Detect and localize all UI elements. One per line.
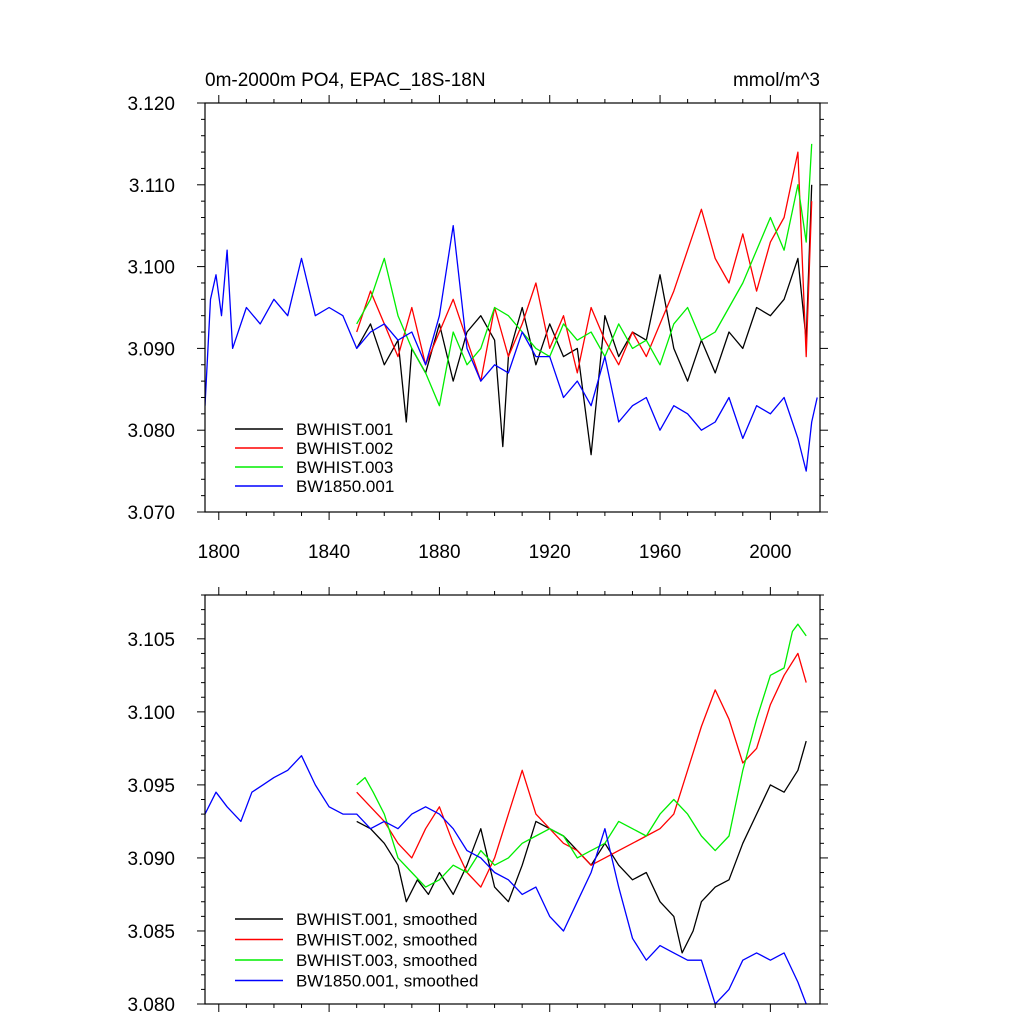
- legend-item: BWHIST.003, smoothed: [235, 951, 477, 970]
- series-line-bwhist-002: [356, 151, 813, 382]
- plot-frame: [204, 102, 821, 513]
- legend-label: BWHIST.002: [296, 439, 393, 458]
- legend-item: BW1850.001, smoothed: [235, 972, 478, 991]
- legend-label: BW1850.001: [296, 477, 394, 496]
- legend-label: BW1850.001, smoothed: [296, 972, 478, 991]
- y-tick-label: 3.080: [127, 995, 175, 1016]
- series-group: [205, 143, 818, 472]
- x-tick-label: 1800: [198, 542, 240, 563]
- x-tick-label: 1960: [639, 542, 681, 563]
- series-line-bwhist-003: [356, 623, 807, 888]
- x-tick-label: 1920: [529, 542, 571, 563]
- x-tick-label: 1840: [308, 542, 350, 563]
- y-tick-label: 3.085: [127, 922, 175, 943]
- legend-item: BWHIST.002: [235, 439, 393, 458]
- legend-label: BWHIST.002, smoothed: [296, 931, 477, 950]
- bottom-plot-area: 3.080 3.085 3.090 3.095 3.100 3.105: [127, 587, 828, 1016]
- series-group: [205, 623, 807, 1004]
- bottom-legend: BWHIST.001, smoothed BWHIST.002, smoothed…: [235, 910, 478, 991]
- legend-label: BWHIST.003, smoothed: [296, 951, 477, 970]
- y-tick-label: 3.100: [127, 258, 175, 279]
- legend-label: BWHIST.001: [296, 420, 393, 439]
- series-line-bwhist-003: [356, 143, 813, 407]
- series-line-bw1850-001: [205, 755, 807, 1004]
- y-tick-label: 3.090: [127, 849, 175, 870]
- chart-title: 0m-2000m PO4, EPAC_18S-18N: [205, 70, 486, 91]
- top-plot-area: 1800 1840 1880 1920 1960 2000 3.070 3.080 3.090 3…: [127, 94, 828, 563]
- y-tick-label: 3.105: [127, 630, 175, 651]
- y-tick-label: 3.095: [127, 776, 175, 797]
- axis-ticks: 1800 1840 1880 1920 1960 2000 3.070 3.080 3.090 3…: [127, 94, 828, 563]
- legend-label: BWHIST.001, smoothed: [296, 910, 477, 929]
- y-tick-label: 3.120: [127, 94, 175, 115]
- x-tick-label: 2000: [749, 542, 791, 563]
- y-tick-label: 3.070: [127, 503, 175, 524]
- units-label: mmol/m^3: [733, 70, 820, 91]
- top-panel: 0m-2000m PO4, EPAC_18S-18N mmol/m^3 1800…: [127, 70, 828, 563]
- x-tick-label: 1880: [418, 542, 460, 563]
- axis-ticks: 3.080 3.085 3.090 3.095 3.100 3.105: [127, 587, 828, 1016]
- legend-item: BWHIST.001, smoothed: [235, 910, 477, 929]
- legend-item: BW1850.001: [235, 477, 394, 496]
- series-line-bw1850-001: [205, 225, 818, 472]
- y-tick-label: 3.100: [127, 703, 175, 724]
- y-tick-label: 3.110: [129, 176, 175, 197]
- legend-label: BWHIST.003: [296, 458, 393, 477]
- legend-item: BWHIST.002, smoothed: [235, 931, 477, 950]
- y-tick-label: 3.090: [127, 339, 175, 360]
- y-tick-label: 3.080: [127, 421, 175, 442]
- series-line-bwhist-001: [356, 184, 813, 456]
- legend-item: BWHIST.001: [235, 420, 393, 439]
- bottom-panel: 3.080 3.085 3.090 3.095 3.100 3.105 BWHIST.00…: [127, 587, 828, 1016]
- series-line-bwhist-002: [356, 652, 807, 888]
- legend-item: BWHIST.003: [235, 458, 393, 477]
